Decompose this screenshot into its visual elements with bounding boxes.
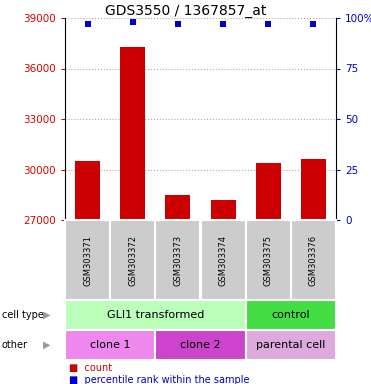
Text: ▶: ▶ [43, 310, 50, 320]
Text: GDS3550 / 1367857_at: GDS3550 / 1367857_at [105, 4, 266, 18]
Text: ▶: ▶ [43, 340, 50, 350]
Point [130, 19, 136, 25]
Text: GSM303371: GSM303371 [83, 235, 92, 285]
Point [175, 21, 181, 27]
Bar [155, 330, 246, 360]
Point [220, 21, 226, 27]
Point [265, 21, 271, 27]
Text: other: other [2, 340, 28, 350]
Text: ■  percentile rank within the sample: ■ percentile rank within the sample [69, 375, 249, 384]
Bar [246, 300, 336, 330]
Text: GSM303372: GSM303372 [128, 235, 137, 285]
Bar [65, 300, 246, 330]
Bar [110, 220, 155, 300]
Text: GSM303375: GSM303375 [264, 235, 273, 285]
Text: parental cell: parental cell [256, 340, 325, 350]
Bar [211, 200, 236, 220]
Point [311, 21, 316, 27]
Text: cell type: cell type [2, 310, 44, 320]
Bar [246, 330, 336, 360]
Bar [155, 220, 200, 300]
Bar [165, 195, 190, 220]
Text: GSM303376: GSM303376 [309, 235, 318, 286]
Bar [65, 220, 110, 300]
Text: ■  count: ■ count [69, 363, 112, 373]
Bar [120, 46, 145, 220]
Text: GSM303374: GSM303374 [219, 235, 227, 285]
Bar [200, 220, 246, 300]
Text: GSM303373: GSM303373 [173, 235, 183, 286]
Text: control: control [272, 310, 310, 320]
Text: clone 1: clone 1 [90, 340, 131, 350]
Bar [291, 220, 336, 300]
Bar [246, 220, 291, 300]
Text: clone 2: clone 2 [180, 340, 221, 350]
Bar [256, 163, 281, 220]
Bar [301, 159, 326, 220]
Point [85, 21, 91, 27]
Bar [65, 330, 155, 360]
Bar [75, 161, 100, 220]
Text: GLI1 transformed: GLI1 transformed [106, 310, 204, 320]
